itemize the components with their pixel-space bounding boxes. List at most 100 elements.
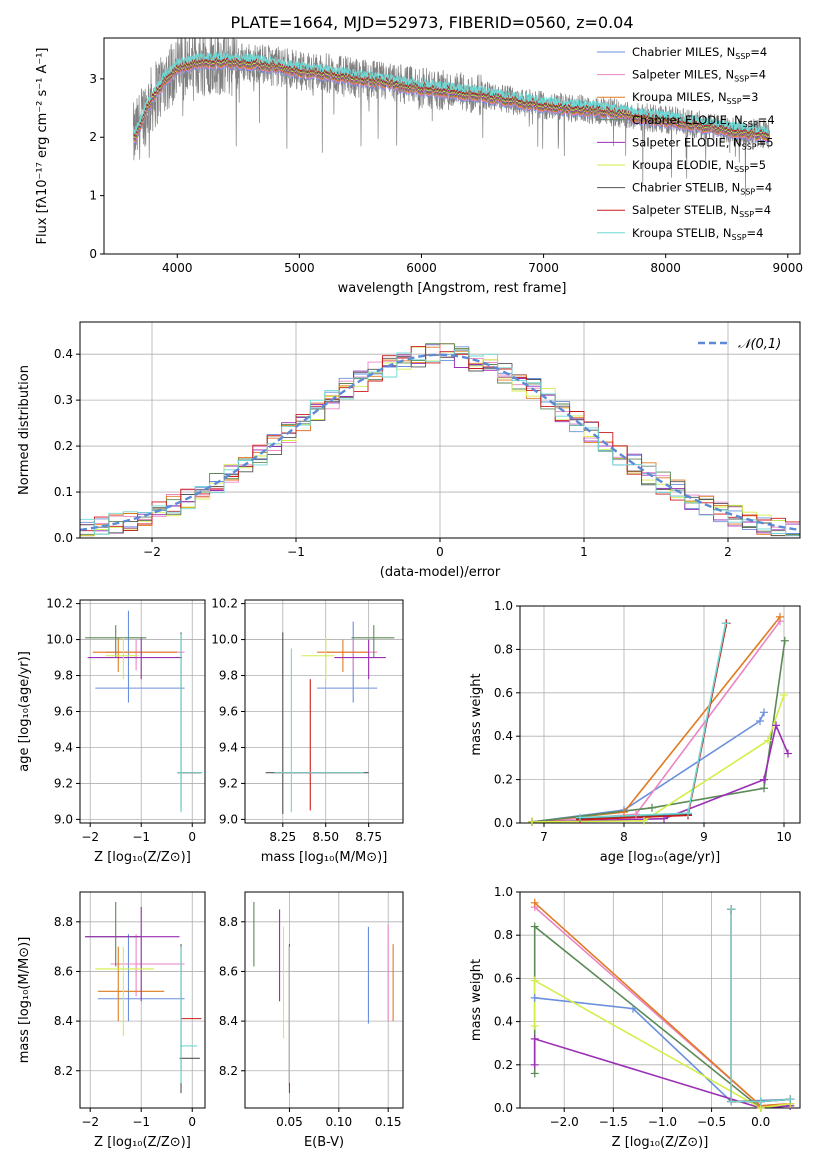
plus-marker [530,922,539,931]
x-tick-label: 0.15 [375,1115,402,1129]
series-line-6 [579,623,728,820]
spectrum-ylabel: Flux [fλ10⁻¹⁷ erg cm⁻² s⁻¹ A⁻¹] [35,48,50,245]
x-tick-label: 0 [188,830,196,844]
weight_vs_Z-panel: −2.0 −1.5 −1.0 −0.5 0.0 0.0 0.2 0.4 0.6 0.8 1.0 Z [… [469,885,801,1150]
weight_vs_age-frame [519,605,801,824]
mass_vs_ebv-grid [245,892,403,1108]
plus-marker [640,816,648,825]
plus-marker [727,905,736,914]
plus-marker [784,749,792,758]
plus-marker [780,690,788,699]
x-tick-label: 4000 [162,261,193,275]
y-tick-label: 9.8 [54,669,73,683]
legend-entry: Salpeter MILES, NSSP=4 [632,68,766,84]
histogram-8 [80,349,800,537]
y-tick-label: 10.0 [46,633,73,647]
plus-marker [530,1034,539,1043]
x-tick-label: −1.0 [648,1115,677,1129]
x-tick-label: 7 [540,830,548,844]
y-tick-label: 9.2 [219,776,238,790]
age_vs_mass-panel: 8.25 8.50 8.75 9.0 9.2 9.4 9.6 9.8 10.0 10.2 mass … [211,597,404,865]
y-tick-label: 8.6 [54,964,73,978]
weight_vs_Z-xlabel: Z [log₁₀(Z/Z⊙)] [612,1135,709,1150]
model-spectrum-2 [133,58,770,142]
plus-marker [530,1060,539,1069]
series-line-3 [531,640,786,823]
spectrum-axes: 4000 5000 6000 7000 8000 9000 0 1 2 3 wavelength [… [35,37,804,296]
x-tick-label: 8.25 [269,830,296,844]
age_vs_Z-xlabel: Z [log₁₀(Z/Z⊙)] [94,850,191,865]
x-tick-label: 0.0 [751,1115,770,1129]
legend-entry: Chabrier ELODIE, NSSP=4 [632,113,775,129]
plus-marker [780,636,789,645]
y-tick-label: 9.4 [219,740,238,754]
mass_vs_Z-ylabel: mass [log₁₀(M/M⊙)] [17,937,32,1064]
age_vs_mass-xlabel: mass [log₁₀(M/M⊙)] [261,850,388,865]
age_vs_Z-ylabel: age [log₁₀(age/yr)] [17,651,32,772]
mass_vs_Z-xlabel: Z [log₁₀(Z/Z⊙)] [94,1135,191,1150]
x-tick-label: 8 [620,830,628,844]
series-line-5 [533,979,791,1108]
x-tick-label: −1.5 [599,1115,628,1129]
x-tick-label: 7000 [528,261,559,275]
x-tick-label: 1 [580,545,588,559]
plus-marker [772,721,780,730]
plus-marker [576,813,584,822]
model-spectrum-6 [133,53,770,137]
weight_vs_age-plot-area [531,616,789,823]
y-tick-label: 9.6 [219,705,238,719]
y-tick-label: 0.0 [494,1101,513,1115]
mass_vs_Z-grid [80,892,205,1108]
mass_vs_ebv-plot-area [253,901,394,1094]
y-tick-label: 1.0 [494,885,513,899]
plus-marker [648,803,656,812]
y-tick-label: 9.6 [54,705,73,719]
series-line-0 [531,711,765,823]
y-tick-label: 0.0 [54,531,73,545]
y-tick-label: 9.2 [54,776,73,790]
y-tick-label: 9.0 [219,812,238,826]
x-tick-label: −2 [143,545,161,559]
y-tick-label: 0.2 [494,773,513,787]
x-tick-label: −2.0 [550,1115,579,1129]
plus-marker [760,775,768,784]
y-tick-label: 8.2 [219,1064,238,1078]
model-spectrum-3 [132,56,770,141]
legend-entry: Kroupa MILES, NSSP=3 [632,90,758,106]
plus-marker [530,1069,539,1078]
plus-marker [727,1097,736,1106]
model-spectrum-0 [132,60,770,144]
x-tick-label: −1 [132,830,150,844]
x-tick-label: 9000 [773,261,804,275]
y-tick-label: 0.2 [54,439,73,453]
x-tick-label: 2 [724,545,732,559]
x-tick-label: −0.5 [697,1115,726,1129]
age_vs_Z-panel: −2 −1 0 9.0 9.2 9.4 9.6 9.8 10.0 10.2 Z [log₁₀(Z/Z… [17,597,206,865]
mass_vs_ebv-xlabel: E(B-V) [304,1135,344,1150]
weight_vs_age-axes: 7 8 9 10 0.0 0.2 0.4 0.6 0.8 1.0 age [log₁₀(age/yr… [469,599,801,865]
x-tick-label: 8.50 [312,830,339,844]
plus-marker [786,1095,795,1104]
histogram-2 [80,343,800,536]
plus-marker [660,814,668,823]
mass_vs_ebv-frame [244,891,404,1109]
plus-marker [760,784,768,793]
x-tick-label: −1 [132,1115,150,1129]
y-tick-label: 8.8 [219,915,238,929]
y-tick-label: 0.2 [494,1058,513,1072]
y-tick-label: 0.6 [494,686,513,700]
y-tick-label: 8.4 [219,1014,238,1028]
y-tick-label: 9.8 [219,669,238,683]
plus-marker [530,1021,539,1030]
y-tick-label: 0 [89,247,97,261]
age_vs_mass-grid [245,600,403,823]
y-tick-label: 9.0 [54,812,73,826]
mass_vs_Z-plot-area [85,901,202,1094]
plus-marker [620,808,628,817]
plus-marker [684,809,692,818]
series-line-4 [533,1037,791,1108]
age_vs_Z-plot-area [85,610,203,813]
mass_vs_ebv-axes: 0.05 0.10 0.15 8.2 8.4 8.6 8.8 E(B-V) [219,891,404,1150]
x-tick-label: 8000 [650,261,681,275]
